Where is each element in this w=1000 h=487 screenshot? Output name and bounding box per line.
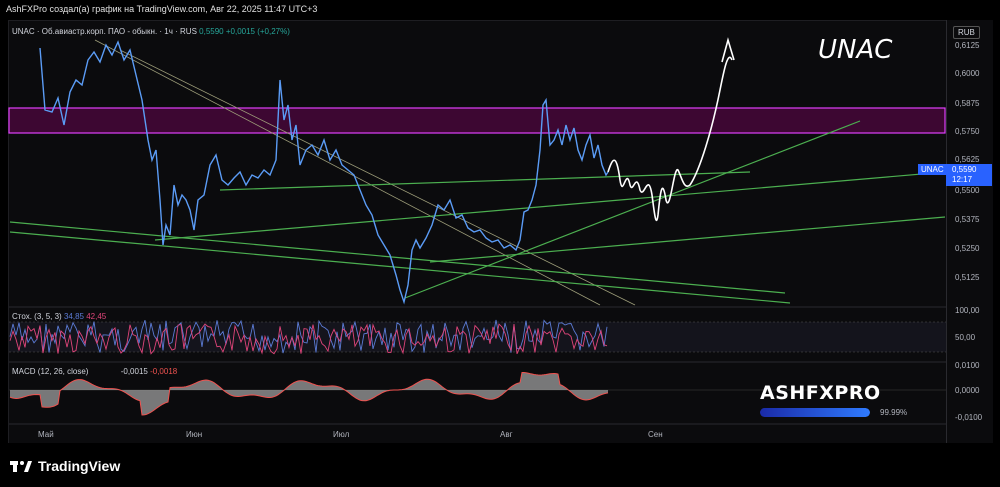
macd-tick: 0,0100	[955, 361, 980, 370]
footer-bar	[0, 443, 1000, 487]
bar-countdown: 12:17	[952, 175, 973, 184]
annotation-title: UNAC	[818, 35, 893, 65]
price-tick: 0,6000	[955, 69, 980, 78]
macd-value: -0,0015	[120, 367, 148, 376]
price-tick: 0,5500	[955, 186, 980, 195]
price-tick: 0,5250	[955, 244, 980, 253]
watermark-progress-fill	[760, 408, 870, 417]
stoch-legend[interactable]: Стох. (3, 5, 3) 34,85 42,45	[12, 312, 106, 321]
legend-change: +0,0015 (+0,27%)	[225, 27, 290, 36]
diagonal-line-2[interactable]	[119, 49, 636, 306]
trendline-2[interactable]	[9, 231, 791, 304]
price-tick: 0,5625	[955, 155, 980, 164]
price-tick: 0,5125	[955, 273, 980, 282]
tradingview-wordmark: TradingView	[38, 458, 121, 474]
diagonal-line-1[interactable]	[94, 39, 601, 306]
last-price-ticker-tag: UNAC	[918, 164, 947, 175]
price-tick: 0,5875	[955, 99, 980, 108]
macd-histogram	[10, 372, 608, 415]
trendline-1[interactable]	[9, 221, 786, 294]
time-tick: Июн	[186, 430, 203, 439]
time-tick: Сен	[648, 430, 663, 439]
macd-signal-value: -0,0018	[150, 367, 178, 376]
time-tick: Авг	[500, 430, 513, 439]
watermark-progress-bar	[760, 408, 870, 417]
legend-symbol: UNAC · Об.авиастр.корп. ПАО - обыкн. · 1…	[12, 27, 197, 36]
macd-label: MACD (12, 26, close)	[12, 367, 89, 376]
price-tick: 0,6125	[955, 41, 980, 50]
resistance-zone[interactable]	[8, 107, 946, 134]
stoch-d-value: 42,45	[86, 312, 107, 321]
time-tick: Июл	[333, 430, 350, 439]
watermark-progress-text: 99.99%	[880, 408, 908, 417]
price-tick: 0,5375	[955, 215, 980, 224]
macd-tick: 0,0000	[955, 386, 980, 395]
macd-legend[interactable]: MACD (12, 26, close) -0,0015 -0,0018	[12, 367, 177, 376]
stoch-k-value: 34,85	[63, 312, 84, 321]
projection-path[interactable]	[607, 56, 733, 222]
tradingview-icon	[10, 461, 32, 472]
trendline-3[interactable]	[154, 171, 946, 241]
legend-price: 0,5590	[199, 27, 224, 36]
price-line[interactable]	[39, 40, 609, 305]
last-price-value: 0,5590	[952, 165, 977, 174]
trendline-4[interactable]	[219, 171, 751, 191]
macd-tick: -0,0100	[955, 413, 983, 422]
last-price-tag: 0,5590 12:17	[946, 164, 992, 186]
symbol-legend[interactable]: UNAC · Об.авиастр.корп. ПАО - обыкн. · 1…	[12, 27, 290, 36]
projection-arrowhead	[721, 37, 735, 63]
time-tick: Май	[38, 430, 54, 439]
price-tick: 0,5750	[955, 127, 980, 136]
watermark-brand: ASHFXPRO	[760, 382, 881, 404]
stoch-d-line	[9, 323, 608, 355]
price-scale[interactable]	[946, 20, 993, 443]
trendline-6[interactable]	[429, 216, 946, 263]
stoch-tick: 100,00	[955, 306, 980, 315]
stoch-tick: 50,00	[955, 333, 976, 342]
tradingview-logo[interactable]: TradingView	[10, 458, 120, 474]
share-caption: AshFXPro создал(а) график на TradingView…	[6, 4, 318, 14]
stoch-label: Стох. (3, 5, 3)	[12, 312, 62, 321]
currency-button[interactable]: RUB	[953, 26, 980, 39]
trendline-5[interactable]	[404, 120, 861, 299]
macd-line	[9, 372, 609, 416]
